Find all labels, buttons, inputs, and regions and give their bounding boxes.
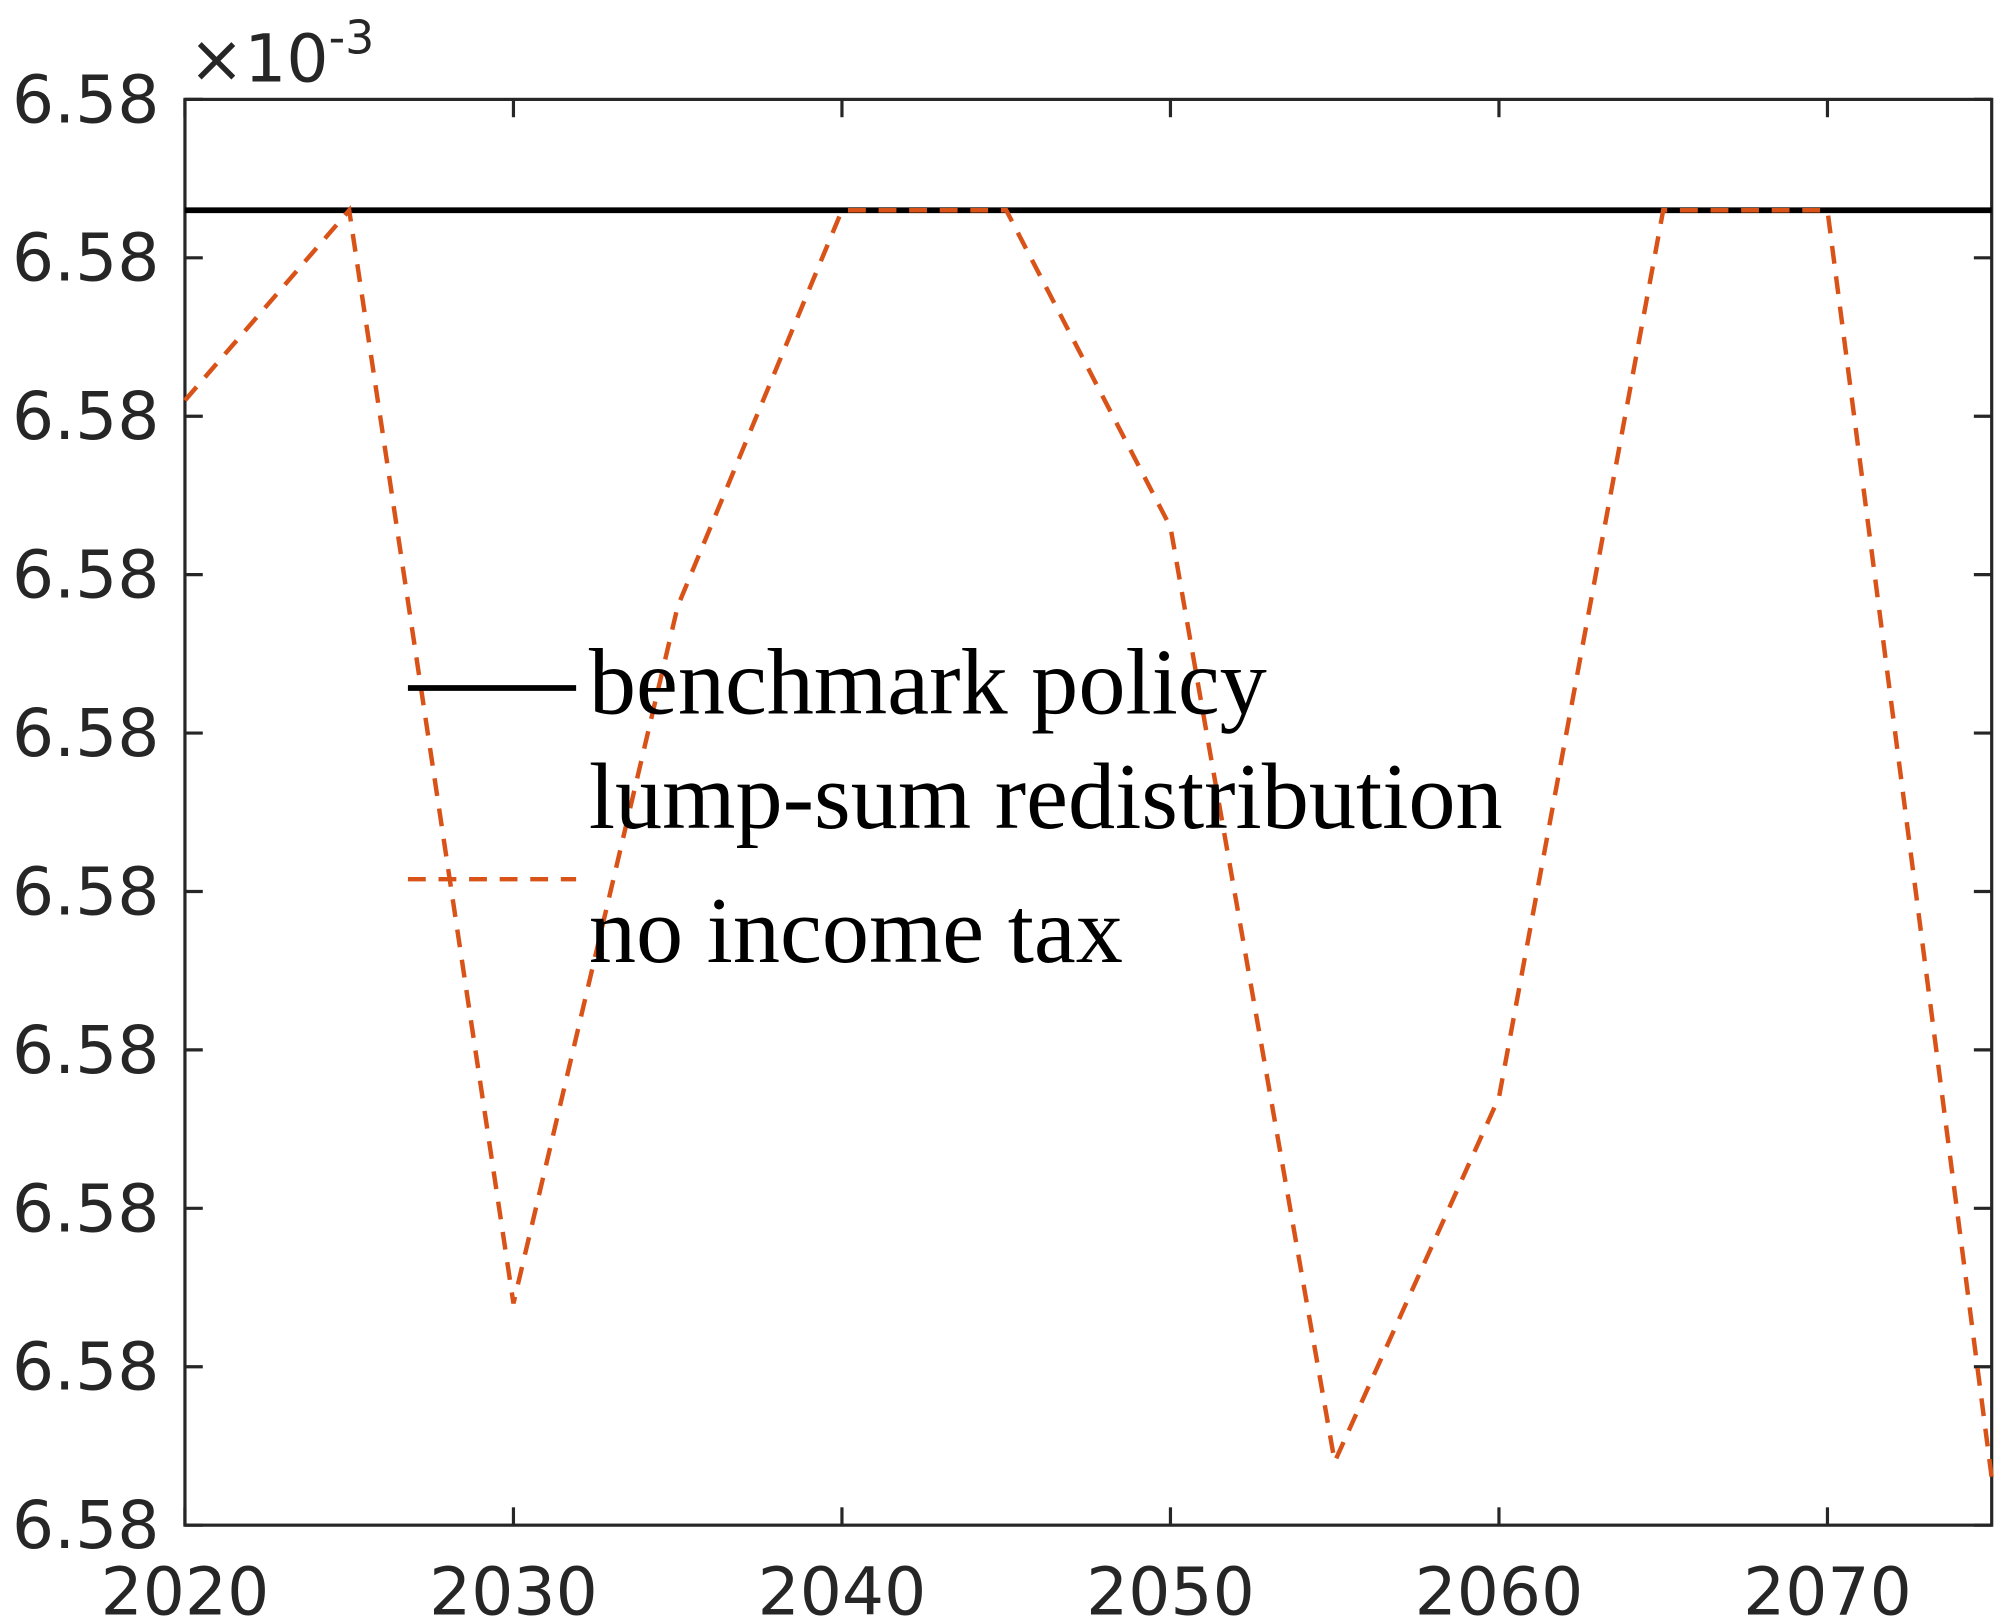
x-tick-label: 2050: [1086, 1553, 1255, 1622]
y-tick-label: 6.58: [12, 853, 160, 930]
x-tick-label: 2060: [1415, 1553, 1584, 1622]
y-tick-label: 6.58: [12, 1487, 160, 1564]
y-tick-label: 6.58: [12, 220, 160, 297]
legend-label: benchmark policy: [589, 631, 1267, 735]
multiplier-exponent: -3: [329, 11, 375, 65]
x-tick-label: 2070: [1743, 1553, 1912, 1622]
plot-frame: [183, 97, 1994, 1527]
x-tick-label: 2040: [758, 1553, 927, 1622]
y-tick-label: 6.58: [12, 537, 160, 614]
x-tick-label: 2020: [101, 1553, 270, 1622]
legend-label: lump-sum redistribution: [589, 745, 1503, 849]
y-tick-label: 6.58: [12, 1012, 160, 1089]
x-tick-label: 2030: [429, 1553, 598, 1622]
series-line: [183, 205, 1994, 1478]
y-tick-label: 6.58: [12, 61, 160, 138]
y-tick-label: 6.58: [12, 1170, 160, 1247]
legend-label: no income tax: [589, 879, 1123, 983]
multiplier: ×10-3: [189, 11, 375, 98]
multiplier-base: ×10: [189, 21, 329, 98]
y-tick-label: 6.58: [12, 1329, 160, 1406]
y-tick-label: 6.58: [12, 695, 160, 772]
y-tick-label: 6.58: [12, 378, 160, 455]
